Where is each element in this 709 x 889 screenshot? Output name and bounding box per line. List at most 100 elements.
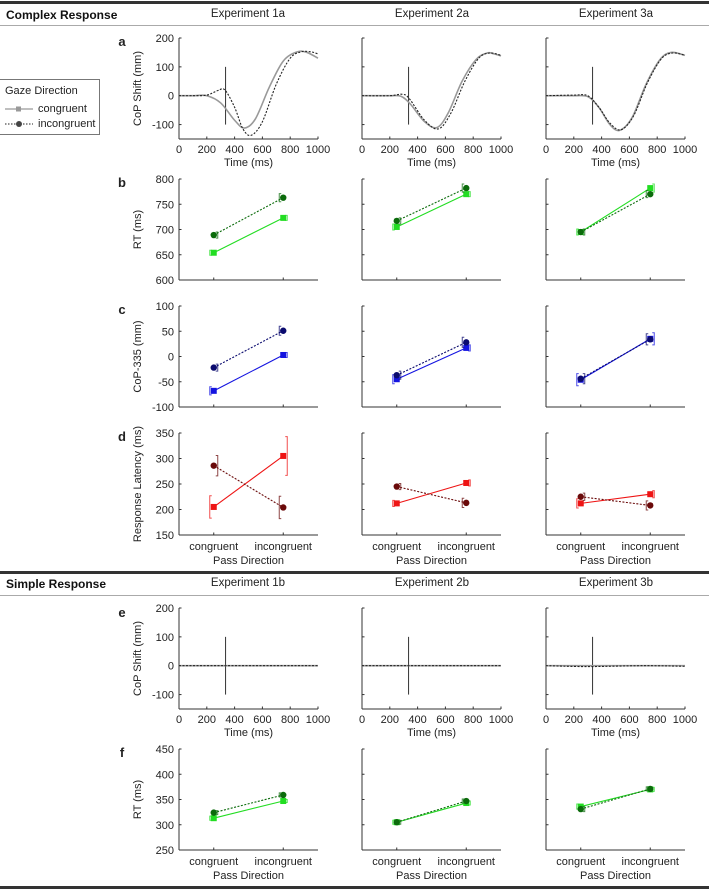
data-point-incongruent (463, 339, 470, 346)
panel-letter: c (118, 302, 125, 317)
y-tick-label: 350 (156, 428, 174, 440)
panel-c-1 (178, 305, 318, 408)
x-tick-label: 0 (543, 714, 549, 726)
panel-f-2 (361, 748, 501, 851)
x-tick-label: 1000 (489, 714, 513, 726)
section-title-simple: Simple Response (6, 577, 107, 591)
series-line-congruent (396, 193, 467, 228)
y-tick-label: 750 (156, 199, 174, 211)
x-tick-label: incongruent (622, 856, 680, 868)
section-divider (0, 25, 709, 26)
error-bar (215, 810, 219, 816)
x-axis-label: Pass Direction (396, 870, 467, 882)
x-tick-label: 1000 (673, 144, 697, 156)
error-bar (582, 228, 586, 236)
error-bar (278, 792, 282, 798)
panel-e-2 (361, 607, 502, 710)
y-axis-label: CoP Shift (mm) (132, 621, 144, 696)
error-bar (652, 490, 655, 499)
data-point-incongruent (280, 327, 287, 334)
y-tick-label: -100 (152, 690, 174, 702)
x-tick-label: 400 (592, 714, 610, 726)
y-tick-label: 200 (156, 33, 174, 45)
x-axis-label: Pass Direction (213, 870, 284, 882)
y-tick-label: 150 (156, 530, 174, 542)
error-bar (398, 370, 402, 380)
error-bar (398, 217, 402, 225)
y-tick-label: 0 (168, 661, 174, 673)
y-tick-label: -100 (152, 402, 174, 414)
experiment-heading: Experiment 1b (210, 577, 286, 589)
x-tick-label: 400 (408, 144, 426, 156)
experiment-heading: Experiment 3a (578, 8, 654, 20)
data-point-incongruent (463, 797, 470, 805)
error-bar (576, 498, 579, 509)
experiment-heading: Experiment 2b (394, 577, 470, 589)
data-point-congruent (577, 500, 584, 507)
x-tick-label: congruent (372, 856, 421, 868)
error-bar (209, 386, 212, 396)
data-point-incongruent (393, 483, 400, 490)
x-tick-label: 0 (176, 144, 182, 156)
data-point-incongruent (577, 805, 584, 813)
series-line-incongruent (213, 330, 284, 369)
y-tick-label: 200 (156, 505, 174, 517)
x-axis-label: Time (ms) (224, 727, 273, 739)
y-tick-label: 300 (156, 820, 174, 832)
data-point-incongruent (393, 217, 400, 225)
error-bar (461, 798, 465, 804)
series-line-congruent (179, 50, 319, 129)
y-axis-label: RT (ms) (132, 780, 144, 819)
x-tick-label: congruent (556, 856, 605, 868)
panel-c-3 (545, 305, 685, 408)
y-tick-label: 50 (162, 326, 174, 338)
error-bar (582, 806, 586, 813)
data-point-incongruent (280, 791, 287, 799)
legend-item-congruent: congruent (5, 102, 87, 116)
x-axis-label: Pass Direction (396, 555, 467, 567)
y-axis-label: Response Latency (ms) (132, 426, 144, 542)
series-line-incongruent (396, 341, 467, 376)
error-bar (576, 228, 579, 236)
x-tick-label: congruent (372, 541, 421, 553)
legend-dotted-line-icon (5, 121, 33, 127)
x-tick-label: 400 (225, 714, 243, 726)
x-tick-label: 200 (381, 144, 399, 156)
y-tick-label: 100 (156, 632, 174, 644)
series-line-incongruent (580, 788, 651, 810)
legend-solid-line-icon (5, 106, 33, 112)
data-point-congruent (210, 387, 217, 394)
error-bar (645, 500, 649, 511)
y-axis-label: CoP Shift (mm) (132, 51, 144, 126)
x-tick-label: 200 (381, 714, 399, 726)
panel-a-3 (545, 37, 686, 140)
experiment-heading: Experiment 3b (578, 577, 654, 589)
x-tick-label: 0 (359, 714, 365, 726)
error-bar (461, 336, 465, 348)
panel-letter: f (120, 745, 125, 760)
y-tick-label: 0 (168, 91, 174, 103)
series-line-congruent (545, 51, 686, 132)
panel-f-3 (545, 748, 685, 851)
error-bar (582, 373, 586, 385)
legend-title: Gaze Direction (5, 85, 78, 97)
x-tick-label: 1000 (489, 144, 513, 156)
x-tick-label: 1000 (673, 714, 697, 726)
y-axis-label: CoP-335 (mm) (132, 320, 144, 392)
error-bar (652, 332, 655, 346)
y-tick-label: 250 (156, 845, 174, 857)
data-point-incongruent (210, 809, 217, 816)
error-bar (468, 344, 471, 352)
x-tick-label: 800 (464, 714, 482, 726)
data-point-incongruent (647, 190, 654, 198)
data-point-congruent (393, 376, 400, 383)
data-point-incongruent (210, 231, 217, 239)
series-line-congruent (213, 354, 284, 392)
panel-letter: b (118, 175, 126, 190)
x-tick-label: incongruent (438, 541, 496, 553)
error-bar (652, 183, 655, 193)
x-tick-label: 800 (648, 714, 666, 726)
series-line-incongruent (361, 52, 502, 130)
x-tick-label: 400 (592, 144, 610, 156)
